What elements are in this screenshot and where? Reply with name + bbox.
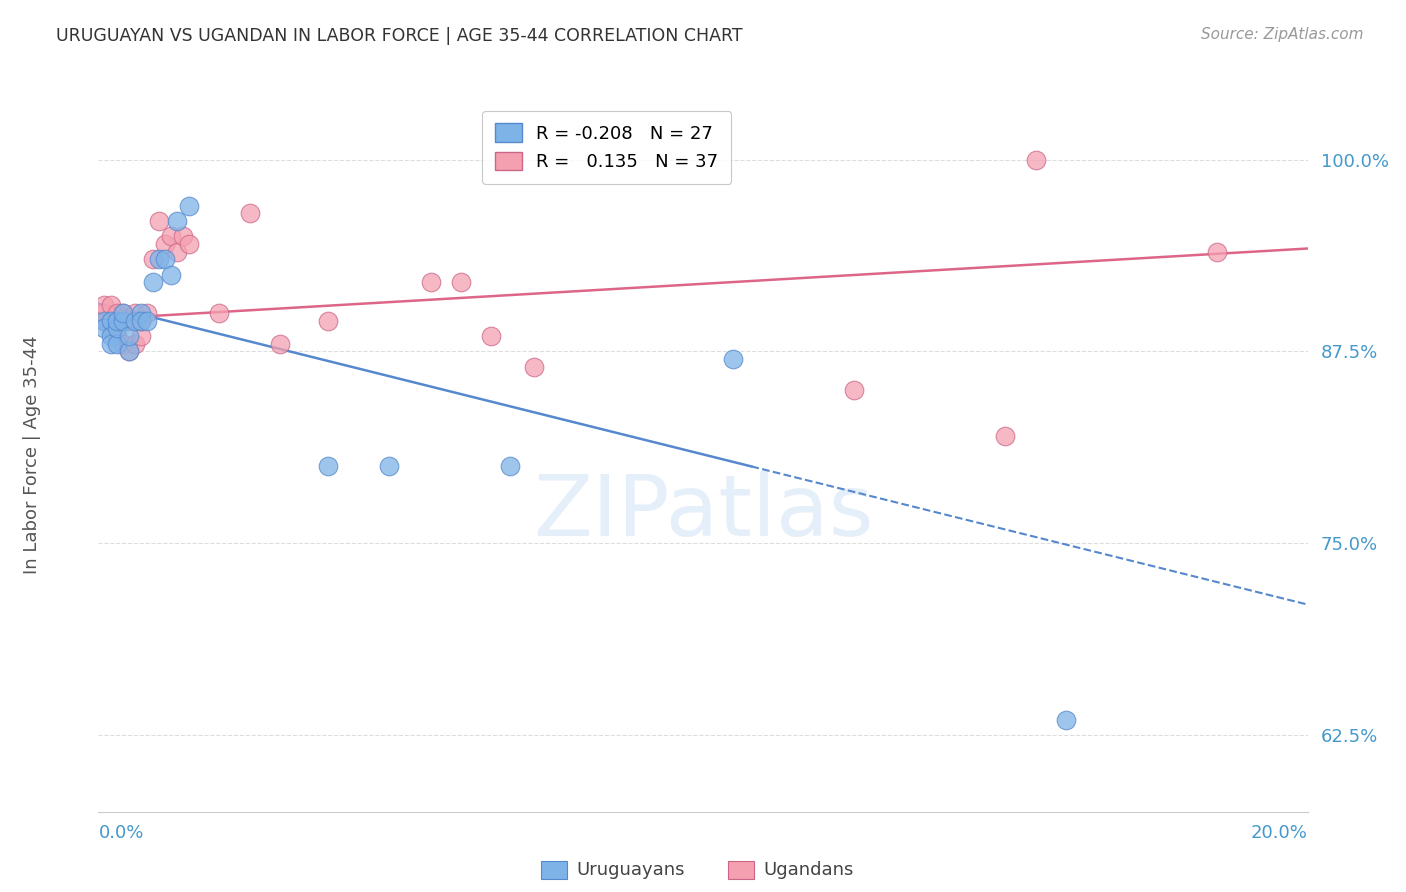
Point	[93, 313, 115, 327]
Point	[100, 321, 122, 335]
Point	[239, 206, 262, 220]
Point	[172, 229, 194, 244]
Point	[118, 344, 141, 359]
Point	[105, 306, 128, 320]
Point	[166, 214, 188, 228]
Text: 0.0%: 0.0%	[98, 824, 143, 842]
Point	[129, 329, 152, 343]
Point	[105, 329, 128, 343]
Point	[142, 252, 165, 267]
Point	[160, 268, 183, 282]
Point	[105, 336, 128, 351]
Text: ZIPatlas: ZIPatlas	[533, 470, 873, 554]
Point	[93, 321, 115, 335]
Point	[177, 198, 201, 212]
Point	[129, 313, 152, 327]
Point	[93, 313, 115, 327]
Point	[129, 306, 152, 320]
Point	[124, 313, 146, 327]
Point	[316, 313, 339, 327]
Point	[523, 359, 546, 374]
Point	[1206, 244, 1229, 259]
Point	[153, 252, 176, 267]
Point	[118, 313, 141, 327]
Point	[721, 351, 744, 366]
Legend: R = -0.208   N = 27, R =   0.135   N = 37: R = -0.208 N = 27, R = 0.135 N = 37	[482, 111, 731, 184]
Point	[105, 313, 128, 327]
Point	[994, 428, 1017, 442]
Text: Ugandans: Ugandans	[763, 861, 853, 879]
Point	[142, 275, 165, 289]
Point	[93, 306, 115, 320]
Point	[166, 244, 188, 259]
Point	[377, 459, 399, 474]
Point	[160, 229, 183, 244]
Point	[105, 313, 128, 327]
Point	[135, 313, 157, 327]
Point	[177, 236, 201, 251]
Text: URUGUAYAN VS UGANDAN IN LABOR FORCE | AGE 35-44 CORRELATION CHART: URUGUAYAN VS UGANDAN IN LABOR FORCE | AG…	[56, 27, 742, 45]
Point	[1024, 153, 1046, 167]
Point	[100, 336, 122, 351]
Point	[208, 306, 231, 320]
Point	[118, 344, 141, 359]
Point	[153, 236, 176, 251]
Text: Source: ZipAtlas.com: Source: ZipAtlas.com	[1201, 27, 1364, 42]
Point	[316, 459, 339, 474]
Point	[111, 306, 134, 320]
Point	[100, 313, 122, 327]
Text: 20.0%: 20.0%	[1251, 824, 1308, 842]
Point	[111, 306, 134, 320]
Point	[124, 306, 146, 320]
Point	[148, 214, 170, 228]
Point	[93, 298, 115, 312]
Point	[1054, 713, 1077, 727]
Text: In Labor Force | Age 35-44: In Labor Force | Age 35-44	[22, 335, 41, 574]
Point	[498, 459, 520, 474]
Point	[105, 321, 128, 335]
Text: Uruguayans: Uruguayans	[576, 861, 685, 879]
Point	[450, 275, 472, 289]
Point	[100, 329, 122, 343]
Point	[118, 329, 141, 343]
Point	[481, 329, 503, 343]
Point	[124, 336, 146, 351]
Point	[148, 252, 170, 267]
Point	[100, 298, 122, 312]
Point	[111, 336, 134, 351]
Point	[129, 313, 152, 327]
Point	[135, 306, 157, 320]
Point	[269, 336, 291, 351]
Point	[844, 383, 866, 397]
Point	[100, 313, 122, 327]
Point	[111, 313, 134, 327]
Point	[419, 275, 441, 289]
